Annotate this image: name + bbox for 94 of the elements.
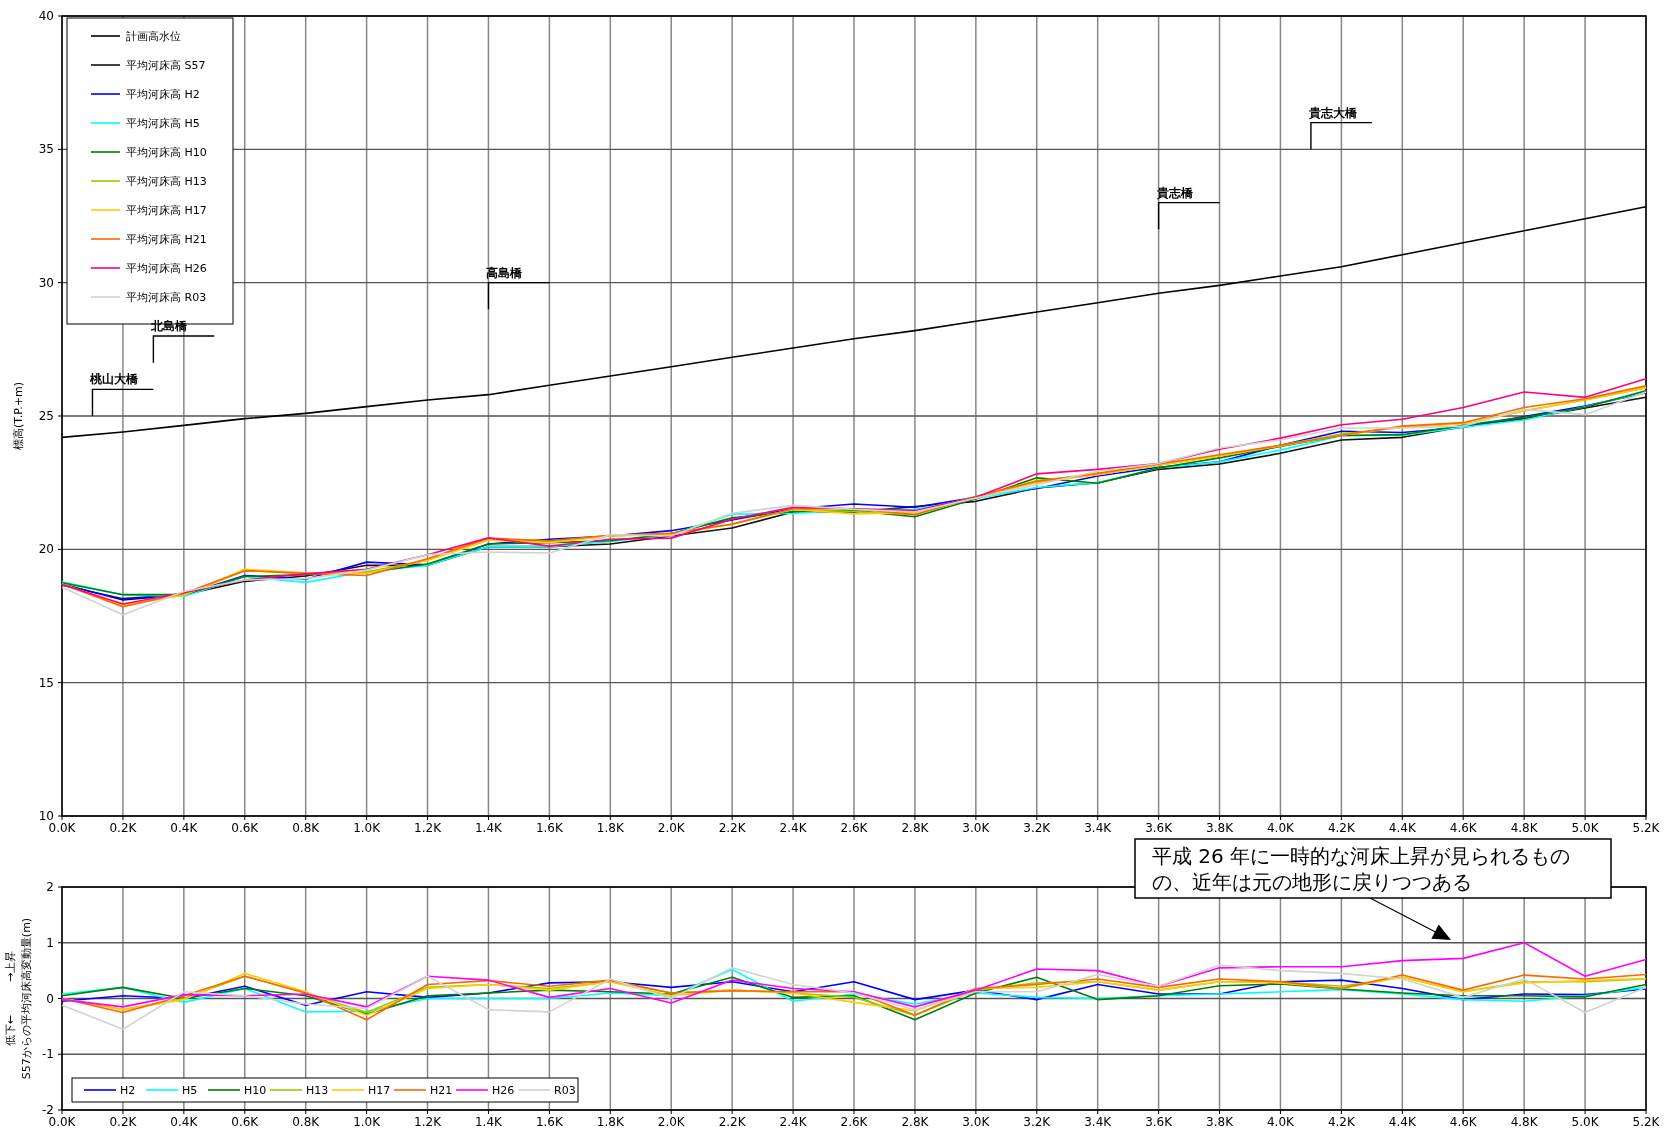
x-tick-label: 2.2K: [718, 821, 747, 835]
x-tick-label: 0.8K: [292, 1115, 321, 1129]
x-tick-label: 1.6K: [535, 1115, 564, 1129]
y-axis-title: 低下← →上昇 S57からの平均河床高変動量(m): [4, 917, 33, 1080]
x-tick-label: 0.0K: [48, 1115, 77, 1129]
x-tick-label: 0.2K: [109, 1115, 138, 1129]
legend-label: 平均河床高 H21: [126, 233, 207, 246]
x-tick-label: 4.0K: [1266, 821, 1296, 835]
x-tick-label: 5.0K: [1571, 821, 1600, 835]
x-tick-label: 3.8K: [1206, 821, 1235, 835]
x-tick-label: 4.6K: [1449, 1115, 1478, 1129]
legend-label: H17: [368, 1084, 391, 1097]
x-tick-label: 2.2K: [718, 1115, 747, 1129]
legend-label: 平均河床高 H17: [126, 204, 207, 217]
annotation: 貴志橋: [1155, 185, 1194, 200]
x-tick-label: 1.2K: [414, 821, 443, 835]
x-tick-label: 1.0K: [353, 821, 382, 835]
x-tick-label: 4.0K: [1266, 1115, 1296, 1129]
legend-label: H26: [492, 1084, 515, 1097]
legend-label: 平均河床高 H5: [126, 117, 200, 130]
y-axis-title: 標高(T.P.+m): [12, 382, 25, 450]
legend-label: 平均河床高 S57: [126, 59, 206, 72]
x-tick-label: 0.6K: [231, 1115, 260, 1129]
x-tick-label: 1.8K: [596, 821, 625, 835]
y-tick-label: 20: [38, 542, 54, 557]
x-tick-label: 1.0K: [353, 1115, 382, 1129]
x-tick-label: 1.4K: [474, 821, 504, 835]
x-tick-label: 1.6K: [535, 821, 564, 835]
x-tick-label: 1.2K: [414, 1115, 443, 1129]
line-series: [61, 964, 1647, 1030]
legend-label: 計画高水位: [126, 30, 181, 43]
x-tick-label: 3.8K: [1206, 1115, 1235, 1129]
x-tick-label: 0.6K: [231, 821, 260, 835]
x-tick-label: 0.8K: [292, 821, 321, 835]
x-tick-label: 4.6K: [1449, 821, 1478, 835]
y-tick-label: 15: [38, 675, 54, 690]
x-tick-label: 2.6K: [840, 821, 869, 835]
legend-label: 平均河床高 H13: [126, 175, 207, 188]
x-tick-label: 3.4K: [1084, 1115, 1113, 1129]
legend-label: R03: [554, 1084, 576, 1097]
x-tick-label: 1.4K: [474, 1115, 504, 1129]
x-tick-label: 2.4K: [779, 1115, 808, 1129]
legend-label: 平均河床高 R03: [126, 291, 207, 304]
y-tick-label: -2: [42, 1103, 54, 1117]
annotation: 高島橋: [486, 265, 524, 280]
x-tick-label: 2.6K: [840, 1115, 869, 1129]
x-tick-label: 0.0K: [48, 821, 77, 835]
x-tick-label: 2.0K: [657, 1115, 686, 1129]
x-tick-label: 4.4K: [1388, 1115, 1417, 1129]
line-series: [61, 941, 1647, 1008]
y-tick-label: 0: [46, 991, 54, 1006]
x-tick-label: 3.6K: [1145, 1115, 1174, 1129]
x-tick-label: 3.0K: [962, 821, 991, 835]
x-tick-label: 0.4K: [170, 821, 199, 835]
x-tick-label: 2.8K: [901, 821, 930, 835]
annotation: 北島橋: [150, 319, 189, 333]
y-tick-label: 2: [46, 880, 54, 894]
x-tick-label: 0.2K: [109, 821, 138, 835]
x-tick-label: 3.0K: [962, 1115, 991, 1129]
x-tick-label: 3.2K: [1023, 821, 1052, 835]
x-tick-label: 4.8K: [1510, 1115, 1539, 1129]
y-tick-label: 30: [38, 275, 54, 290]
x-tick-label: 5.2K: [1632, 1115, 1661, 1129]
x-tick-label: 5.2K: [1632, 821, 1661, 835]
x-tick-label: 1.8K: [596, 1115, 625, 1129]
x-tick-label: 4.8K: [1510, 821, 1539, 835]
x-tick-label: 3.4K: [1084, 821, 1113, 835]
x-tick-label: 5.0K: [1571, 1115, 1600, 1129]
legend-label: H21: [430, 1084, 453, 1097]
legend-label: H5: [182, 1084, 198, 1097]
x-tick-label: 4.2K: [1327, 821, 1356, 835]
y-tick-label: 40: [38, 9, 54, 23]
x-tick-label: 2.4K: [779, 821, 808, 835]
x-tick-label: 4.2K: [1327, 1115, 1356, 1129]
y-tick-label: 10: [38, 809, 54, 823]
x-tick-label: 3.6K: [1145, 821, 1174, 835]
y-tick-label: 25: [38, 409, 54, 423]
legend-label: H2: [120, 1084, 136, 1097]
legend-label: 平均河床高 H10: [126, 146, 207, 159]
x-tick-label: 2.0K: [657, 821, 686, 835]
x-tick-label: 4.4K: [1388, 821, 1417, 835]
legend-label: 平均河床高 H2: [126, 88, 200, 101]
annotation: 桃山大橋: [89, 372, 140, 387]
x-tick-label: 2.8K: [901, 1115, 930, 1129]
annotation: 貴志大橋: [1307, 105, 1358, 120]
legend-label: H13: [306, 1084, 329, 1097]
legend-label: 平均河床高 H26: [126, 262, 207, 275]
x-tick-label: 3.2K: [1023, 1115, 1052, 1129]
y-tick-label: -1: [42, 1047, 54, 1062]
y-tick-label: 35: [38, 142, 54, 157]
annotation: 平成 26 年に一時的な河床上昇が見られるものの、近年は元の地形に戻りつつある: [1152, 844, 1571, 894]
y-tick-label: 1: [46, 935, 54, 950]
legend-label: H10: [244, 1084, 267, 1097]
x-tick-label: 0.4K: [170, 1115, 199, 1129]
